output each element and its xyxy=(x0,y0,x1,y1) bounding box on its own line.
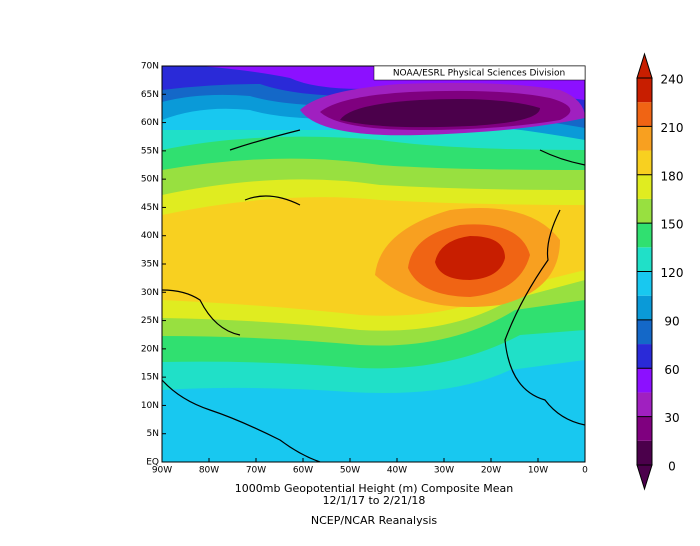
lat-label: 10N xyxy=(141,401,159,411)
lat-label: 35N xyxy=(141,260,159,270)
contour-band xyxy=(435,236,505,280)
lat-label: 15N xyxy=(141,373,159,383)
coastline xyxy=(162,129,585,462)
colorbar-segment xyxy=(637,174,652,199)
lon-label: 30W xyxy=(434,466,454,476)
contour-band xyxy=(340,99,540,128)
credit-box xyxy=(373,65,586,81)
lon-label: 20W xyxy=(481,466,501,476)
lat-label: 55N xyxy=(141,146,159,156)
colorbar-segment xyxy=(637,78,652,103)
source: NCEP/NCAR Reanalysis xyxy=(311,514,437,527)
lon-label: 60W xyxy=(293,466,313,476)
colorbar-arrow xyxy=(636,464,653,491)
lat-label: 30N xyxy=(141,288,159,298)
colorbar-segment xyxy=(637,223,652,248)
lon-label: 70W xyxy=(246,466,266,476)
colorbar-segment xyxy=(637,440,652,465)
colorbar-segment xyxy=(637,295,652,320)
colorbar: 0 30 60 90 120 150 180 210 240 xyxy=(636,52,684,491)
lat-label: 40N xyxy=(141,231,159,241)
colorbar-label: 0 xyxy=(668,460,676,474)
colorbar-label: 240 xyxy=(661,73,684,87)
lon-label: 50W xyxy=(340,466,360,476)
lat-label: 50N xyxy=(141,175,159,185)
map xyxy=(162,66,585,462)
colorbar-segment xyxy=(637,150,652,175)
credit: NOAA/ESRL Physical Sciences Division xyxy=(393,69,565,79)
colorbar-segment xyxy=(637,392,652,417)
lat-label: 65N xyxy=(141,90,159,100)
title: 1000mb Geopotential Height (m) Composite… xyxy=(235,482,513,495)
lat-label: 45N xyxy=(141,203,159,213)
colorbar-label: 90 xyxy=(664,314,679,328)
lat-label: 5N xyxy=(147,429,159,439)
subtitle: 12/1/17 to 2/21/18 xyxy=(323,494,426,507)
colorbar-segment xyxy=(637,247,652,272)
colorbar-label: 150 xyxy=(661,218,684,232)
colorbar-segment xyxy=(637,126,652,151)
lon-label: 90W xyxy=(152,466,172,476)
lon-label: 40W xyxy=(387,466,407,476)
lat-label: 70N xyxy=(141,62,159,72)
lon-label: 10W xyxy=(528,466,548,476)
colorbar-segment xyxy=(637,416,652,441)
colorbar-segment xyxy=(637,368,652,393)
colorbar-segment xyxy=(637,319,652,345)
colorbar-segment xyxy=(637,102,652,127)
colorbar-label: 210 xyxy=(661,121,684,135)
colorbar-segment xyxy=(637,271,652,296)
colorbar-arrow xyxy=(636,52,653,79)
lon-label: 0 xyxy=(582,466,588,476)
colorbar-label: 120 xyxy=(661,266,684,280)
colorbar-label: 60 xyxy=(664,363,679,377)
lat-label: 25N xyxy=(141,316,159,326)
colorbar-segment xyxy=(637,344,652,369)
colorbar-label: 30 xyxy=(664,411,679,425)
lon-label: 80W xyxy=(199,466,219,476)
lat-label: 20N xyxy=(141,344,159,354)
colorbar-label: 180 xyxy=(661,169,684,183)
lat-label: 60N xyxy=(141,118,159,128)
lat-label: EQ xyxy=(146,458,159,468)
colorbar-segment xyxy=(637,198,652,224)
